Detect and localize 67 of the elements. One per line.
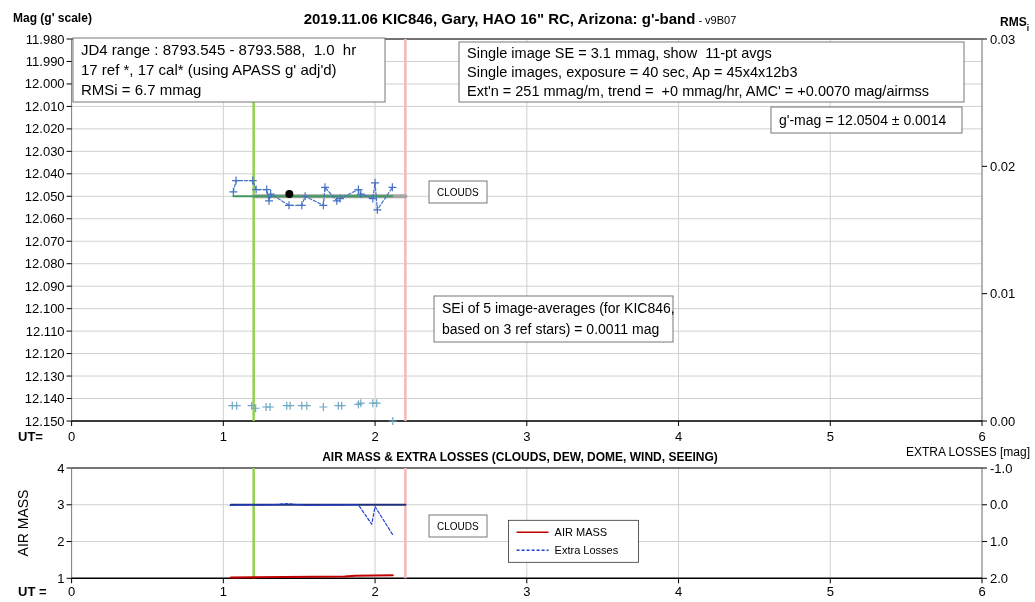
y2-tick-label: 2.0: [990, 570, 1009, 586]
x-tick-label: 2: [371, 429, 379, 444]
y-tick-label: 12.140: [24, 391, 65, 407]
x-tick-label: 6: [978, 429, 986, 444]
y2-axis-title: EXTRA LOSSES [mag]: [905, 445, 1030, 459]
x-tick-label: 3: [523, 584, 531, 599]
y-tick-label: 2: [57, 534, 65, 550]
y-tick-label: 11.990: [25, 54, 65, 70]
x-axis-title: UT =: [18, 584, 47, 599]
y-tick-label: 12.030: [24, 143, 65, 159]
x-tick-label: 4: [674, 584, 683, 599]
y-tick-label: 12.000: [24, 76, 65, 92]
note-box: SEi of 5 image-averages (for KIC846, based on 3 ref stars) = 0.0011 mag: [433, 295, 675, 343]
annotation: CLOUDS: [437, 186, 479, 198]
y2-tick-label: -1.0: [990, 460, 1013, 476]
chart-title: 2019.11.06 KIC846, Gary, HAO 16" RC, Arizona: g'-band: [303, 10, 696, 27]
y-tick-label: 11.980: [25, 31, 65, 47]
note-box: g'-mag = 12.0504 ± 0.0014: [770, 106, 963, 134]
note-box: CLOUDS: [428, 180, 488, 204]
y2-tick-label: 0.00: [990, 413, 1016, 429]
x-tick-label: 1: [219, 584, 227, 599]
y-tick-label: 12.150: [24, 413, 65, 429]
x-tick-label: 0: [67, 429, 76, 444]
y2-tick-label: 0.01: [990, 286, 1016, 302]
x-tick-label: 1: [219, 429, 227, 444]
note-box: CLOUDS: [428, 514, 488, 538]
y-tick-label: 4: [57, 460, 65, 476]
annotation: g'-mag = 12.0504 ± 0.0014: [779, 111, 947, 128]
y-tick-label: 12.110: [25, 323, 65, 339]
annotation: Single image SE = 3.1 mmag, show 11-pt avgs Single images, exposure = 40 sec, Ap = 45x4x12b3 Ext'n = 251 mmag/m, trend = +0 mmag/hr, AMC' = +0.0070 mag/airmss: [467, 45, 930, 99]
annotation: JD4 range : 8793.545 - 8793.588, 1.0 hr 17 ref *, 17 cal* (using APASS g' adj'd) RMSi = 6.7 mmag: [81, 41, 357, 99]
y-tick-label: 3: [57, 497, 65, 513]
x-tick-label: 5: [826, 429, 834, 444]
y-tick-label: 12.130: [24, 368, 65, 384]
y2-tick-label: 0.03: [990, 31, 1016, 47]
y-tick-label: 12.080: [24, 256, 65, 272]
y2-tick-label: 0.02: [990, 158, 1016, 174]
note-box: Single image SE = 3.1 mmag, show 11-pt avgs Single images, exposure = 40 sec, Ap = 45x4x12b3 Ext'n = 251 mmag/m, trend = +0 mmag/hr, AMC' = +0.0070 mag/airmss: [458, 41, 965, 103]
x-tick-label: 4: [674, 429, 683, 444]
y-tick-label: 12.100: [24, 301, 65, 317]
y-tick-label: 12.120: [24, 346, 65, 362]
x-tick-label: 5: [826, 584, 834, 599]
x-tick-label: 6: [978, 584, 986, 599]
y2-tick-label: 0.0: [990, 497, 1009, 513]
legend-label: Extra Losses: [554, 544, 619, 557]
y-tick-label: 12.060: [24, 211, 65, 227]
x-tick-label: 2: [371, 584, 379, 599]
y-tick-label: 12.020: [24, 121, 65, 137]
y-axis-title: Mag (g' scale): [13, 11, 92, 25]
annotation: CLOUDS: [437, 520, 479, 532]
x-tick-label: 3: [523, 429, 531, 444]
y-tick-label: 1: [57, 570, 65, 586]
y-axis-title: AIR MASS: [15, 489, 31, 557]
y-tick-label: 12.010: [24, 98, 65, 114]
y-tick-label: 12.040: [24, 166, 65, 182]
x-axis-title: UT=: [18, 429, 44, 444]
y2-tick-label: 1.0: [990, 534, 1009, 550]
annotation: SEi of 5 image-averages (for KIC846, based on 3 ref stars) = 0.0011 mag: [442, 300, 675, 338]
note-box: JD4 range : 8793.545 - 8793.588, 1.0 hr 17 ref *, 17 cal* (using APASS g' adj'd) RMSi = 6.7 mmag: [72, 37, 386, 103]
chart-subtitle: - v9B07: [695, 14, 737, 26]
y-tick-label: 12.070: [24, 233, 65, 249]
y-tick-label: 12.090: [24, 278, 65, 294]
chart-title: AIR MASS & EXTRA LOSSES (CLOUDS, DEW, DOME, WIND, SEEING): [322, 450, 718, 464]
y-tick-label: 12.050: [24, 188, 65, 204]
x-tick-label: 0: [67, 584, 76, 599]
y2-axis-title: RMS$_{i}$: [1000, 15, 1029, 33]
legend-label: AIR MASS: [554, 526, 608, 539]
